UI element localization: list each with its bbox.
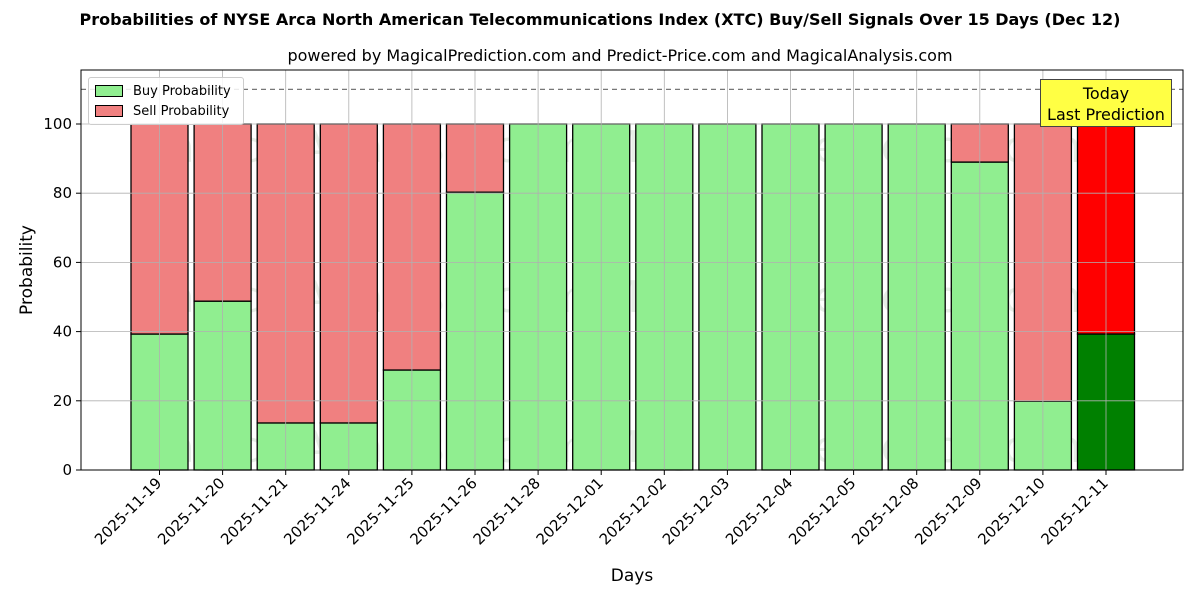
x-tick-label: 2025-11-28	[470, 474, 544, 548]
annotation-line1: Today	[1082, 84, 1130, 103]
x-tick-label: 2025-11-21	[217, 474, 291, 548]
x-axis-label: Days	[611, 566, 654, 586]
legend-buy-label: Buy Probability	[133, 83, 231, 99]
y-tick-label: 20	[53, 392, 72, 410]
legend-item-sell: Sell Probability	[95, 102, 229, 120]
x-tick-label: 2025-12-11	[1037, 474, 1111, 548]
y-tick-label: 0	[62, 461, 72, 479]
y-tick-label: 80	[53, 184, 72, 202]
x-tick-label: 2025-12-02	[596, 474, 670, 548]
x-tick-label: 2025-12-10	[974, 474, 1048, 548]
annotation-line2: Last Prediction	[1047, 105, 1165, 124]
buy-swatch-icon	[95, 85, 123, 97]
today-annotation: Today Last Prediction	[1040, 79, 1172, 127]
x-tick-label: 2025-11-25	[343, 474, 417, 548]
x-tick-label: 2025-12-05	[785, 474, 859, 548]
sell-swatch-icon	[95, 105, 123, 117]
chart-title: Probabilities of NYSE Arca North America…	[79, 10, 1121, 29]
x-tick-label: 2025-11-24	[280, 474, 354, 548]
y-tick-label: 60	[53, 253, 72, 271]
x-tick-label: 2025-11-20	[154, 474, 228, 548]
y-tick-label: 100	[43, 115, 72, 133]
x-tick-label: 2025-11-26	[406, 474, 480, 548]
x-tick-label: 2025-12-09	[911, 474, 985, 548]
y-axis-label: Probability	[17, 225, 37, 315]
x-tick-label: 2025-12-04	[722, 474, 796, 548]
chart-subtitle: powered by MagicalPrediction.com and Pre…	[287, 46, 953, 65]
legend: Buy Probability Sell Probability	[88, 77, 244, 125]
x-tick-label: 2025-12-08	[848, 474, 922, 548]
y-tick-label: 40	[53, 323, 72, 341]
x-tick-label: 2025-12-01	[533, 474, 607, 548]
x-tick-label: 2025-12-03	[659, 474, 733, 548]
x-tick-label: 2025-11-19	[91, 474, 165, 548]
legend-sell-label: Sell Probability	[133, 103, 230, 119]
axes-frame	[80, 69, 1184, 471]
legend-item-buy: Buy Probability	[95, 82, 231, 100]
